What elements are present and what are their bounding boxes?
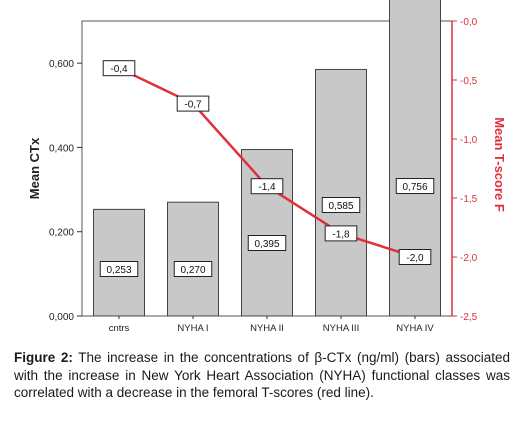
x-tick-label: NYHA I: [177, 323, 208, 334]
bar-value-label-box: [173, 261, 213, 277]
x-tick-label: NYHA IV: [396, 323, 434, 334]
x-tick-label: cntrs: [109, 323, 130, 334]
y-axis-title: Mean CTx: [27, 137, 42, 199]
y-tick-label: 0,400: [49, 143, 74, 154]
y2-tick-label: -1,0: [460, 135, 478, 146]
y-tick-label: 0,600: [49, 59, 74, 70]
x-tick-label: NYHA III: [323, 323, 359, 334]
bar-value-label: 0,395: [254, 239, 279, 250]
line-value-label-box: [102, 60, 136, 77]
y2-tick-label: -1,5: [460, 194, 478, 205]
caption-label: Figure 2:: [14, 350, 73, 365]
figure-caption: Figure 2: The increase in the concentrat…: [14, 349, 510, 402]
line-value-label: -2,0: [406, 253, 424, 264]
bar-value-label: 0,585: [328, 201, 353, 212]
bar-value-label: 0,253: [106, 265, 131, 276]
bar-1: [167, 201, 219, 317]
line-value-label: -1,4: [258, 182, 276, 193]
y-tick-label: 0,000: [49, 312, 74, 323]
line-value-label-box: [324, 225, 358, 242]
bar-value-label-box: [247, 235, 287, 251]
bar-3: [315, 68, 367, 317]
line-value-label-box: [250, 178, 284, 195]
line-value-label: -0,7: [184, 100, 202, 111]
bar-value-label: 0,270: [180, 265, 205, 276]
caption-text: The increase in the concentrations of β-…: [14, 350, 510, 400]
y2-axis-title: Mean T-score F: [492, 117, 507, 212]
bar-value-label: 0,756: [402, 182, 427, 193]
line-value-label: -0,4: [110, 64, 128, 75]
y2-tick-label: -0,5: [460, 76, 478, 87]
line-value-label-box: [398, 249, 432, 265]
bar-value-label-box: [99, 261, 139, 277]
chart: 0,000 0,200 0,400 0,600 -0,0 -0,5 -1,0 -1,5 -2,0…: [27, 0, 507, 334]
y2-tick-label: -2,5: [460, 312, 478, 323]
x-tick-label: NYHA II: [250, 323, 284, 334]
y2-tick-label: -2,0: [460, 253, 478, 264]
bar-value-label-box: [321, 197, 361, 213]
y-tick-label: 0,200: [49, 228, 74, 239]
line-value-label-box: [176, 95, 210, 112]
bar-value-label-box: [395, 178, 435, 194]
y2-tick-label: -0,0: [460, 17, 478, 28]
bar-2: [241, 149, 293, 317]
bar-4: [389, 0, 441, 317]
line-value-label: -1,8: [332, 229, 350, 240]
